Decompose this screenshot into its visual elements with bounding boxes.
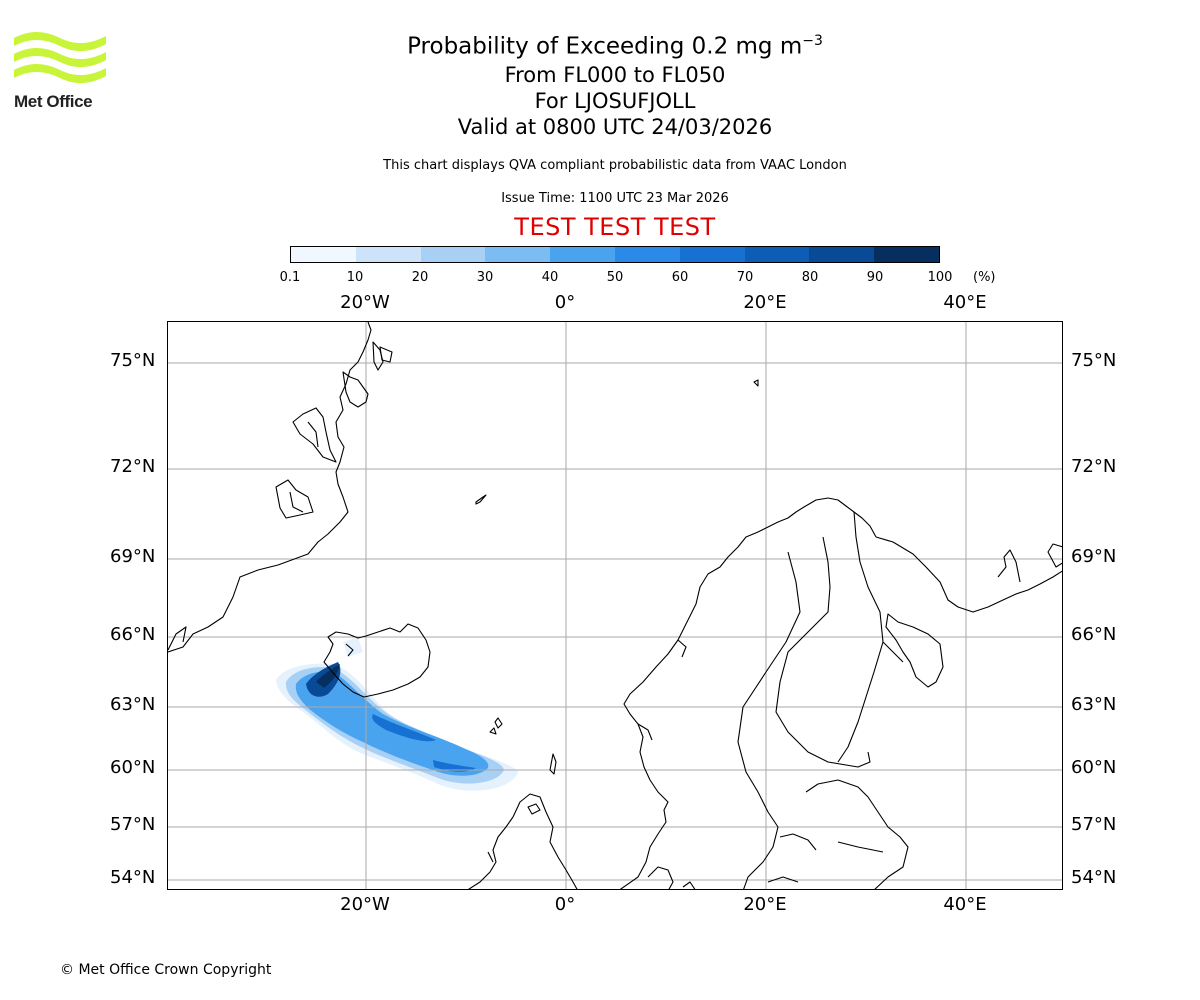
copyright-notice: © Met Office Crown Copyright: [60, 962, 272, 978]
colorbar-tick-label: 70: [736, 270, 754, 285]
lat-label-left-57n: 57°N: [110, 814, 156, 835]
colorbar-segment: [291, 247, 356, 262]
flight-level-range: From FL000 to FL050: [504, 62, 726, 87]
valid-time: Valid at 0800 UTC 24/03/2026: [457, 114, 773, 139]
colorbar-tick-label: 40: [541, 270, 559, 285]
chart-title-block: Probability of Exceeding 0.2 mg m−3 From…: [0, 26, 1200, 140]
lat-label-left-54n: 54°N: [110, 867, 156, 888]
colorbar-segment: [420, 247, 486, 262]
logo-text: Met Office: [14, 92, 93, 111]
lon-label-top-20e: 20°E: [743, 292, 787, 313]
lat-label-right-72n: 72°N: [1071, 456, 1117, 477]
ash-probability-plume: [276, 637, 518, 791]
units-superscript: −3: [802, 33, 823, 49]
lon-label-bottom-20w: 20°W: [340, 894, 390, 915]
colorbar-segment: [355, 247, 421, 262]
data-source-note: This chart displays QVA compliant probab…: [383, 158, 847, 173]
map-panel[interactable]: [167, 321, 1063, 890]
test-banner: TEST TEST TEST: [514, 213, 716, 241]
met-office-logo: Met Office: [14, 30, 106, 111]
lat-label-left-66n: 66°N: [110, 624, 156, 645]
lat-label-left-69n: 69°N: [110, 546, 156, 567]
lon-label-top-40e: 40°E: [943, 292, 987, 313]
colorbar-segment: [809, 247, 875, 262]
lat-label-right-57n: 57°N: [1071, 814, 1117, 835]
colorbar-tick-label: 90: [866, 270, 884, 285]
chart-title: Probability of Exceeding 0.2 mg m−3: [0, 26, 1200, 62]
lon-label-bottom-20e: 20°E: [743, 894, 787, 915]
lat-label-right-60n: 60°N: [1071, 757, 1117, 778]
colorbar-tick-label: 50: [606, 270, 624, 285]
colorbar-segment: [679, 247, 745, 262]
lat-label-left-60n: 60°N: [110, 757, 156, 778]
probability-colorbar: [290, 246, 940, 263]
colorbar-tick-label: 100: [927, 270, 953, 285]
lat-label-right-66n: 66°N: [1071, 624, 1117, 645]
wave-logo-icon: [14, 32, 106, 84]
lat-label-left-72n: 72°N: [110, 456, 156, 477]
colorbar-segment: [874, 247, 939, 262]
colorbar-tick-label: 0.1: [279, 270, 301, 285]
colorbar-segment: [744, 247, 810, 262]
colorbar-segment: [485, 247, 551, 262]
chart-title-text: Probability of Exceeding 0.2 mg m: [407, 33, 803, 60]
colorbar-tick-label: 60: [671, 270, 689, 285]
map-graticule: [168, 322, 1062, 889]
colorbar-tick-label: 80: [801, 270, 819, 285]
lat-label-right-63n: 63°N: [1071, 694, 1117, 715]
colorbar-tick-label: 30: [476, 270, 494, 285]
lat-label-left-75n: 75°N: [110, 350, 156, 371]
lat-label-right-54n: 54°N: [1071, 867, 1117, 888]
lat-label-left-63n: 63°N: [110, 694, 156, 715]
map-canvas[interactable]: [168, 322, 1063, 890]
lat-label-right-69n: 69°N: [1071, 546, 1117, 567]
issue-time: Issue Time: 1100 UTC 23 Mar 2026: [501, 191, 729, 206]
colorbar-tick-label: 10: [346, 270, 364, 285]
colorbar-tick-label: 20: [411, 270, 429, 285]
lon-label-top-20w: 20°W: [340, 292, 390, 313]
colorbar-segment: [550, 247, 615, 262]
colorbar-unit: (%): [973, 270, 996, 285]
volcano-name: For LJOSUFJOLL: [534, 88, 696, 113]
coastlines: [168, 322, 1062, 889]
lon-label-bottom-0: 0°: [554, 894, 576, 915]
colorbar-segment: [614, 247, 680, 262]
lat-label-right-75n: 75°N: [1071, 350, 1117, 371]
lon-label-top-0: 0°: [554, 292, 576, 313]
lon-label-bottom-40e: 40°E: [943, 894, 987, 915]
